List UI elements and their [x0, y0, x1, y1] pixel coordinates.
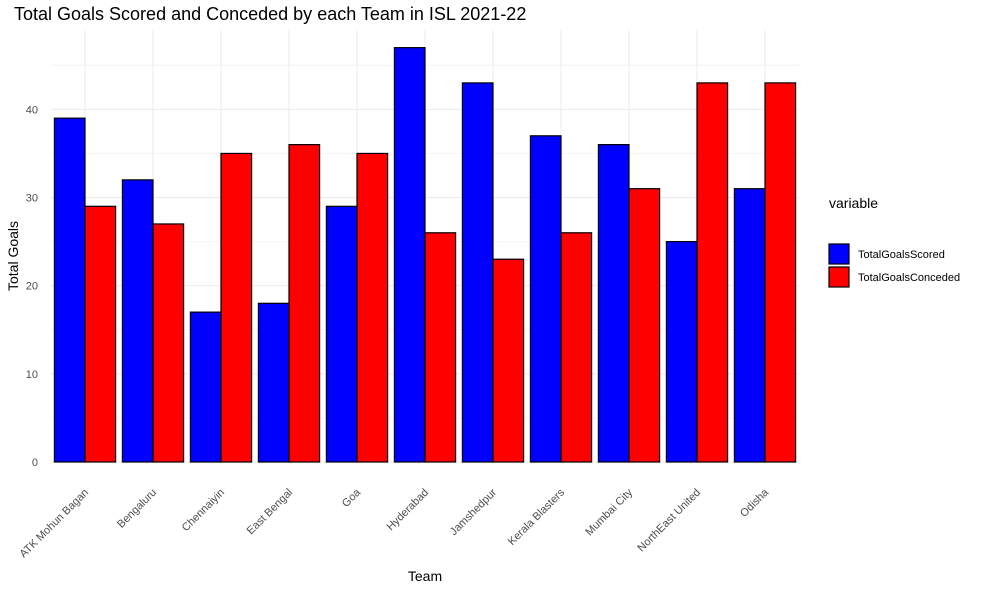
bar-TotalGoalsConceded-chennaiyin [220, 152, 253, 463]
x-tick-label: ATK Mohun Bagan [17, 487, 91, 561]
bar-TotalGoalsConceded-odisha [764, 82, 797, 463]
x-tick-label: Jamshedpur [448, 486, 500, 538]
bar-TotalGoalsScored-hyderabad [393, 47, 426, 463]
bar-TotalGoalsConceded-mumbai-city [628, 188, 661, 463]
x-axis-title: Team [408, 568, 442, 584]
bars [53, 47, 797, 463]
chart-title: Total Goals Scored and Conceded by each … [14, 4, 526, 24]
bar-TotalGoalsScored-odisha [733, 188, 766, 463]
bar-TotalGoalsConceded-jamshedpur [492, 258, 525, 463]
y-axis-ticks: 0 10 20 30 40 [26, 104, 38, 469]
bar-TotalGoalsScored-bengaluru [121, 179, 154, 463]
bar-TotalGoalsConceded-atk-mohun-bagan [84, 205, 117, 463]
x-tick-label: Chennaiyin [180, 487, 227, 534]
x-tick-label: Kerala Blasters [506, 486, 568, 548]
bar-TotalGoalsConceded-hyderabad [424, 232, 457, 463]
legend-label-TotalGoalsScored: TotalGoalsScored [858, 249, 945, 261]
y-tick-label: 30 [26, 193, 38, 205]
x-tick-label: Hyderabad [385, 487, 432, 534]
legend-key-TotalGoalsConceded [828, 266, 850, 288]
x-tick-label: NorthEast United [635, 487, 703, 555]
bar-TotalGoalsScored-atk-mohun-bagan [53, 117, 86, 463]
bar-TotalGoalsScored-goa [325, 205, 358, 463]
legend: variable TotalGoalsScored TotalGoalsConce… [828, 195, 960, 288]
x-axis-ticks: ATK Mohun Bagan Bengaluru Chennaiyin East B… [17, 486, 771, 560]
bar-TotalGoalsScored-mumbai-city [597, 144, 630, 463]
bar-TotalGoalsScored-east-bengal [257, 302, 290, 463]
y-tick-label: 20 [26, 281, 38, 293]
bar-TotalGoalsConceded-east-bengal [288, 144, 321, 463]
x-tick-label: Bengaluru [115, 487, 159, 531]
bar-TotalGoalsScored-northeast-united [665, 240, 698, 463]
x-tick-label: Mumbai City [583, 486, 635, 538]
legend-label-TotalGoalsConceded: TotalGoalsConceded [858, 272, 960, 284]
bar-TotalGoalsScored-chennaiyin [189, 311, 222, 463]
bar-TotalGoalsConceded-kerala-blasters [560, 232, 593, 463]
y-tick-label: 0 [32, 457, 38, 469]
x-tick-label: East Bengal [245, 487, 295, 537]
x-tick-label: Odisha [738, 486, 772, 520]
bar-TotalGoalsConceded-northeast-united [696, 82, 729, 463]
legend-items: TotalGoalsScored TotalGoalsConceded [828, 243, 960, 288]
bar-TotalGoalsScored-kerala-blasters [529, 135, 562, 463]
y-axis-title: Total Goals [5, 221, 21, 291]
y-tick-label: 10 [26, 369, 38, 381]
y-tick-label: 40 [26, 104, 38, 116]
legend-title: variable [829, 195, 878, 211]
legend-key-TotalGoalsScored [828, 243, 850, 265]
x-tick-label: Goa [340, 486, 364, 510]
bar-TotalGoalsConceded-goa [356, 152, 389, 463]
bar-TotalGoalsScored-jamshedpur [461, 82, 494, 463]
bar-TotalGoalsConceded-bengaluru [152, 223, 185, 463]
